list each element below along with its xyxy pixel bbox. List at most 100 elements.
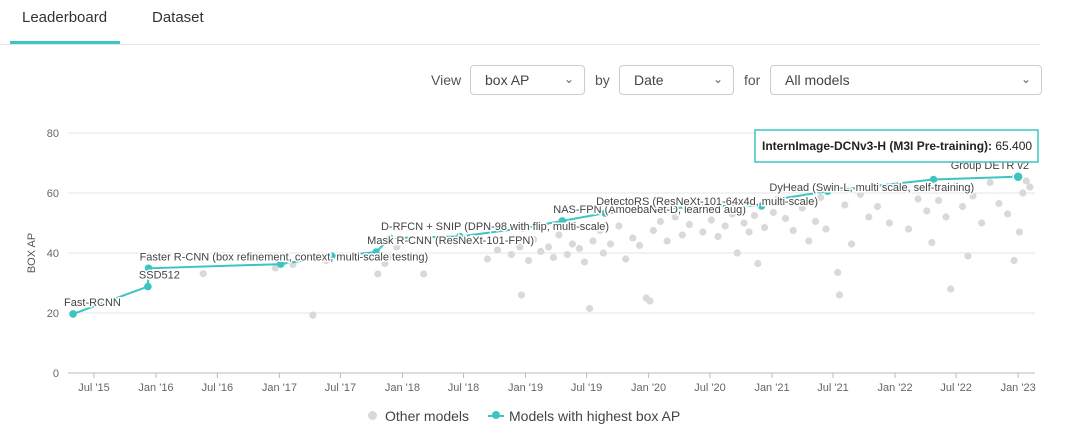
x-tick-label: Jan '21	[754, 382, 789, 394]
by-label: by	[595, 72, 610, 88]
tooltip: InternImage-DCNv3-H (M3I Pre-training): …	[754, 129, 1039, 163]
best-model-label: D-RFCN + SNIP (DPN-98 with flip, multi-s…	[381, 221, 609, 233]
other-model-point	[928, 238, 936, 247]
other-model-point	[769, 208, 777, 217]
other-model-point	[835, 291, 844, 299]
best-model-point	[757, 202, 766, 210]
other-model-point	[740, 219, 748, 227]
other-model-point	[1022, 177, 1030, 185]
x-tick-label: Jul '17	[325, 382, 356, 394]
x-tick-label: Jan '19	[508, 382, 543, 394]
other-model-point	[934, 196, 943, 205]
other-model-point	[942, 213, 950, 221]
other-models-points	[199, 177, 1034, 319]
other-model-point	[1004, 210, 1012, 218]
x-tick-label: Jan '23	[1001, 382, 1036, 394]
x-tick-label: Jul '18	[448, 382, 479, 394]
x-axis-select[interactable]: Date ⌄	[619, 65, 734, 95]
other-model-point	[894, 184, 902, 193]
other-model-point	[271, 264, 279, 272]
best-models-legend-marker	[492, 411, 500, 419]
other-model-point	[745, 228, 753, 236]
best-model-point	[601, 209, 609, 217]
best-models-points	[69, 171, 1024, 318]
best-model-point	[558, 217, 567, 225]
other-model-point	[714, 232, 722, 241]
y-tick-label: 40	[47, 248, 59, 260]
other-model-point	[615, 222, 623, 230]
best-model-point	[276, 260, 285, 268]
view-label: View	[431, 72, 462, 88]
other-model-point	[841, 201, 849, 209]
other-model-point	[563, 250, 571, 259]
other-model-point	[663, 237, 671, 245]
other-model-point	[524, 256, 533, 265]
other-model-point	[923, 207, 931, 215]
other-model-point	[789, 226, 797, 235]
other-model-point	[692, 207, 700, 215]
other-models-legend-label[interactable]: Other models	[385, 408, 470, 424]
other-model-point	[678, 231, 686, 239]
other-model-point	[622, 255, 630, 263]
x-tick-label: Jan '16	[138, 382, 173, 394]
best-model-point	[455, 232, 464, 241]
other-model-point	[549, 253, 558, 262]
other-model-point	[555, 231, 563, 239]
other-model-point	[1019, 189, 1027, 197]
other-model-point	[707, 216, 715, 224]
other-model-point	[537, 247, 545, 256]
tab-bar: Leaderboard Dataset	[0, 0, 1040, 45]
other-model-point	[733, 249, 741, 257]
other-model-point	[649, 226, 657, 235]
other-model-point	[958, 202, 967, 211]
other-model-point	[885, 219, 893, 227]
other-model-point	[596, 226, 604, 235]
other-model-point	[685, 220, 694, 229]
best-models-legend-label[interactable]: Models with highest box AP	[509, 408, 681, 424]
other-model-point	[904, 225, 913, 233]
x-axis-select-value: Date	[634, 72, 664, 88]
x-tick-label: Jan '22	[878, 382, 913, 394]
best-model-label: SSD512	[139, 270, 180, 282]
other-model-point	[873, 202, 882, 211]
x-tick-label: Jul '16	[202, 382, 233, 394]
best-model-point	[372, 248, 380, 256]
x-tick-labels: Jul '15 Jan '16 Jul '16 Jan '17 Jul '17 Jan '…	[78, 382, 1035, 394]
y-tick-label: 20	[47, 308, 59, 320]
best-model-point	[386, 234, 394, 242]
metric-select[interactable]: box AP ⌄	[470, 65, 585, 95]
other-model-point	[1026, 183, 1034, 191]
chevron-down-icon: ⌄	[1020, 72, 1031, 86]
other-model-point	[393, 243, 401, 251]
other-models-legend-marker	[368, 411, 377, 420]
chart-controls: View box AP ⌄ by Date ⌄ for All models ⌄	[0, 65, 1080, 97]
other-model-point	[493, 246, 502, 254]
other-model-point	[978, 219, 986, 227]
other-model-point	[986, 178, 994, 187]
other-model-point	[671, 213, 679, 221]
x-tick-label: Jul '21	[817, 382, 848, 394]
best-model-point	[519, 224, 527, 232]
tab-leaderboard[interactable]: Leaderboard	[22, 9, 108, 26]
filter-select[interactable]: All models ⌄	[770, 65, 1042, 95]
other-model-point	[811, 217, 820, 226]
other-model-point	[512, 237, 521, 245]
tab-dataset[interactable]: Dataset	[152, 9, 204, 26]
other-model-point	[589, 237, 597, 245]
best-model-label: Fast-RCNN	[64, 297, 121, 309]
x-tick-label: Jul '15	[78, 382, 109, 394]
best-model-labels: Fast-RCNN SSD512 Faster R-CNN (box refinem…	[63, 158, 1031, 310]
x-tick-label: Jan '18	[385, 382, 420, 394]
other-model-point	[728, 210, 736, 218]
best-model-point	[823, 187, 832, 195]
other-model-point	[384, 253, 392, 262]
other-model-point	[656, 217, 665, 226]
best-model-label: DetectoRS (ResNeXt-101-64x4d, multi-scal…	[596, 196, 818, 208]
other-model-point	[580, 258, 589, 266]
other-model-point	[865, 213, 873, 221]
other-model-point	[544, 243, 553, 251]
best-model-point	[1011, 173, 1020, 181]
other-model-point	[451, 238, 459, 247]
y-tick-label: 60	[47, 188, 59, 200]
other-model-point	[516, 243, 524, 251]
